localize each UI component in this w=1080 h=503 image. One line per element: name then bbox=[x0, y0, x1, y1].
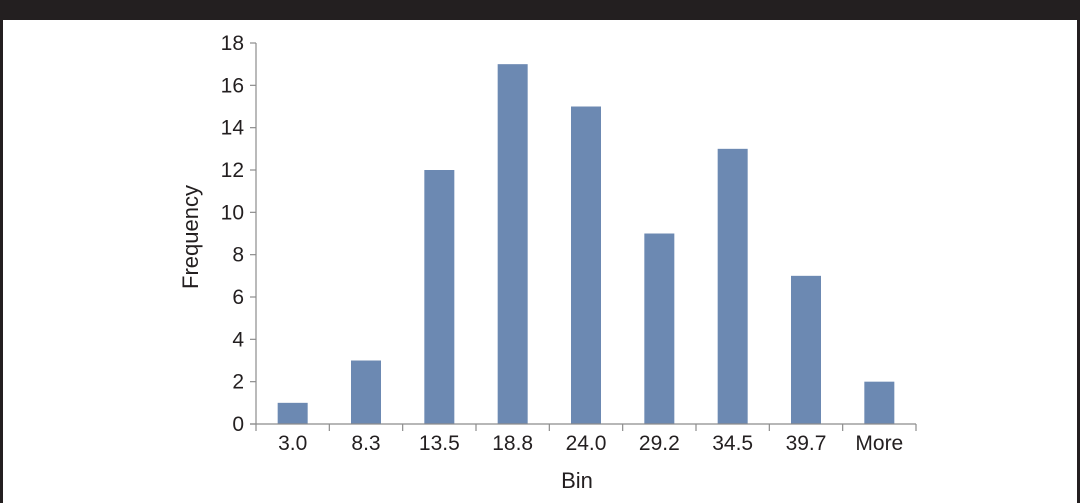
bar-29-2 bbox=[644, 233, 675, 424]
bar-8-3 bbox=[351, 360, 381, 424]
y-tick-label: 2 bbox=[232, 371, 244, 394]
x-tick-label: 34.5 bbox=[712, 432, 753, 455]
x-tick-label: 39.7 bbox=[786, 432, 827, 455]
bar-more bbox=[864, 381, 895, 424]
bar-18-8 bbox=[497, 64, 528, 425]
x-tick-label: 8.3 bbox=[351, 432, 380, 455]
x-tick-label: 18.8 bbox=[492, 432, 533, 455]
x-tick-label: 29.2 bbox=[639, 432, 680, 455]
y-tick-label: 8 bbox=[232, 244, 244, 267]
bar-13-5 bbox=[424, 170, 455, 424]
x-tick-label: 13.5 bbox=[419, 432, 460, 455]
x-tick-label: More bbox=[855, 432, 903, 455]
y-tick-label: 4 bbox=[232, 328, 244, 351]
bar-39-7 bbox=[791, 275, 821, 424]
y-tick-label: 16 bbox=[221, 74, 244, 97]
x-ticks-group: 3.0 8.3 13.5 18.8 24.0 29.2 34.5 39.7 More bbox=[255, 424, 917, 455]
bars-group bbox=[277, 64, 895, 425]
x-tick-label: 24.0 bbox=[566, 432, 607, 455]
x-tick-label: 3.0 bbox=[278, 432, 307, 455]
bar-24-0 bbox=[571, 106, 601, 424]
y-tick-label: 12 bbox=[221, 159, 244, 182]
y-axis-title: Frequency bbox=[178, 185, 203, 289]
y-ticks-group: 0 2 4 6 8 10 12 14 16 18 bbox=[221, 32, 256, 436]
x-axis-title: Bin bbox=[561, 468, 593, 493]
bar-34-5 bbox=[717, 148, 748, 424]
y-tick-label: 18 bbox=[221, 32, 244, 55]
y-tick-label: 6 bbox=[232, 286, 244, 309]
axes-group bbox=[250, 43, 916, 425]
y-tick-label: 0 bbox=[232, 413, 244, 436]
y-tick-label: 14 bbox=[221, 117, 245, 140]
y-tick-label: 10 bbox=[221, 201, 244, 224]
bar-3-0 bbox=[277, 402, 308, 424]
